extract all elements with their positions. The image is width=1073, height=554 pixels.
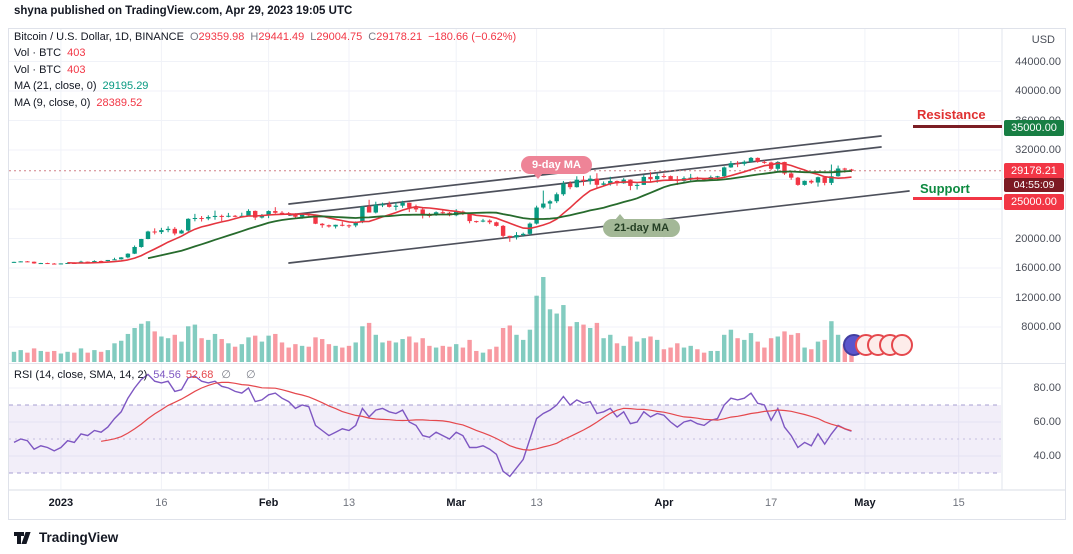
rsi-axis-label: 60.00 — [1033, 416, 1061, 428]
ohlc-value: 29004.75 — [316, 31, 363, 43]
ohlc-value: 29178.21 — [376, 31, 423, 43]
price-axis-label: 16000.00 — [1015, 262, 1061, 274]
rsi-legend: RSI (14, close, SMA, 14, 2) 54.56 52.68 ∅ ∅ — [14, 368, 262, 381]
resistance-label: Resistance — [917, 107, 986, 122]
tradingview-logo-text: TradingView — [39, 530, 119, 545]
ohlc-key: O — [189, 31, 199, 43]
legend-row-label: MA (9, close, 0) — [14, 96, 91, 109]
chart-legend: Bitcoin / U.S. Dollar, 1D, BINANCE O29359… — [14, 31, 516, 113]
legend-row: MA (21, close, 0) 29195.29 — [14, 80, 516, 96]
last-price-badge: 29178.21 — [1004, 163, 1064, 179]
legend-row-value: 403 — [67, 63, 86, 76]
time-axis-label: 16 — [155, 497, 168, 509]
laugh-sticker-icon — [891, 334, 913, 356]
axis-unit-label[interactable]: USD — [1031, 34, 1055, 46]
attribution-text: shyna published on TradingView.com, Apr … — [14, 5, 353, 17]
legend-row-label: Vol · BTC — [14, 63, 62, 76]
price-axis-label: 40000.00 — [1015, 85, 1061, 97]
tradingview-logo-icon — [14, 532, 31, 544]
time-axis-label: Apr — [654, 497, 674, 509]
indicator-legend-rows: Vol · BTC 403 Vol · BTC 403 MA (21, close, 0… — [14, 47, 516, 113]
rsi-axis-label: 80.00 — [1033, 382, 1061, 394]
emoji-stickers — [843, 334, 913, 356]
legend-row-label: MA (21, close, 0) — [14, 80, 97, 93]
time-axis-label: 2023 — [48, 497, 74, 509]
time-axis-label: Mar — [446, 497, 466, 509]
bar-countdown-badge: 04:55:09 — [1004, 178, 1064, 192]
ohlc-values: O29359.98 H29441.49 L29004.75 C29178.21 — [184, 31, 422, 43]
symbol-title[interactable]: Bitcoin / U.S. Dollar, 1D, BINANCE — [14, 31, 184, 43]
legend-row: MA (9, close, 0) 28389.52 — [14, 97, 516, 113]
change-value: −180.66 (−0.62%) — [428, 31, 517, 43]
price-axis-label: 32000.00 — [1015, 144, 1061, 156]
ohlc-key: L — [310, 31, 317, 43]
price-axis-label: 20000.00 — [1015, 232, 1061, 245]
ohlc-key: C — [368, 31, 377, 43]
legend-row: Vol · BTC 403 — [14, 64, 516, 80]
time-axis-label: Feb — [258, 497, 279, 509]
rsi-empty-plots: ∅ ∅ — [221, 369, 262, 381]
ma21-annotation-badge: 21-day MA — [603, 214, 681, 237]
legend-row-label: Vol · BTC — [14, 47, 62, 60]
ohlc-value: 29441.49 — [258, 31, 305, 43]
resistance-line — [913, 125, 1002, 128]
rsi-signal-value: 52.68 — [185, 369, 214, 381]
ma9-annotation-badge: 9-day MA — [521, 156, 592, 179]
ohlc-value: 29359.98 — [198, 31, 245, 43]
time-axis-label: 13 — [342, 497, 356, 509]
rsi-value: 54.56 — [153, 369, 181, 381]
tradingview-logo[interactable]: TradingView — [12, 527, 118, 548]
time-axis-label: 13 — [530, 497, 543, 509]
resistance-price-badge: 35000.00 — [1004, 120, 1064, 136]
price-axis-label: 12000.00 — [1015, 291, 1061, 304]
time-axis-label: May — [854, 497, 876, 509]
support-label: Support — [920, 181, 970, 196]
time-axis-label: 17 — [764, 497, 778, 509]
legend-row-value: 403 — [67, 47, 86, 60]
support-price-badge: 25000.00 — [1004, 194, 1064, 210]
legend-row: Vol · BTC 403 — [14, 47, 516, 63]
support-line — [913, 197, 1002, 200]
price-axis-label: 44000.00 — [1015, 55, 1061, 68]
rsi-legend-label: RSI (14, close, SMA, 14, 2) — [14, 369, 148, 381]
rsi-axis-label: 40.00 — [1033, 450, 1061, 462]
time-axis-label: 15 — [952, 497, 965, 509]
price-axis-label: 8000.00 — [1021, 321, 1061, 333]
ohlc-key: H — [250, 31, 259, 43]
legend-row-value: 28389.52 — [96, 96, 143, 109]
legend-row-value: 29195.29 — [102, 80, 149, 93]
symbol-row: Bitcoin / U.S. Dollar, 1D, BINANCE O29359… — [14, 31, 516, 47]
